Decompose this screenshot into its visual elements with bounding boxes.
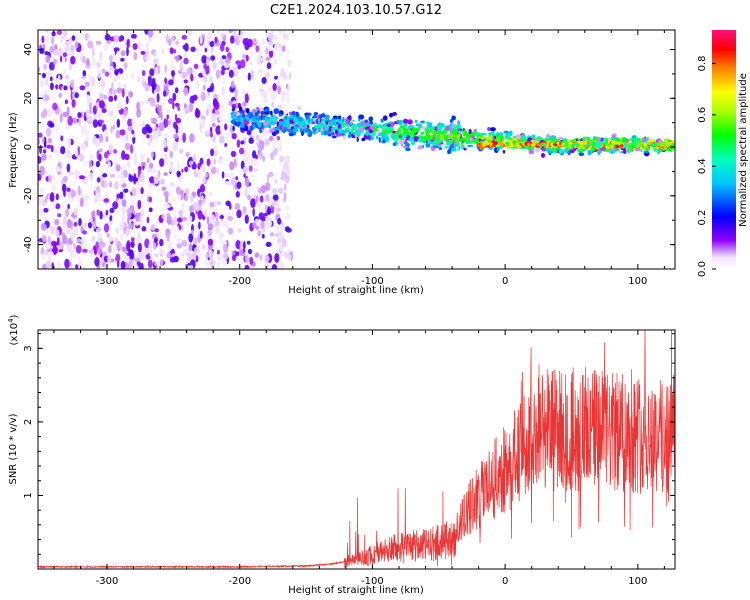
y-tick-label: -20 (23, 188, 34, 204)
spectrogram-y-ticks: -40 -20 0 20 40 (23, 43, 675, 270)
colorbar-tick-label: 0.2 (697, 210, 708, 226)
colorbar-ticks: 0.0 0.2 0.4 0.6 0.8 (697, 55, 716, 277)
y-tick-label: 20 (23, 92, 34, 105)
colorbar: 0.0 0.2 0.4 0.6 0.8 Normalized spectral ampl… (697, 30, 749, 277)
x-tick-label: -300 (96, 276, 119, 287)
y-tick-label: 2 (23, 419, 34, 425)
x-tick-label: -100 (361, 276, 384, 287)
spectrogram-y-label: Frequency (Hz) (8, 112, 19, 188)
x-tick-label: -100 (361, 576, 384, 587)
colorbar-tick-label: 0.8 (697, 55, 708, 71)
y-tick-label: 0 (23, 144, 34, 150)
y-tick-label: 40 (23, 43, 34, 56)
colorbar-tick-label: 0.4 (697, 158, 708, 174)
y-tick-label: -40 (23, 236, 34, 252)
x-tick-label: 0 (502, 276, 508, 287)
colorbar-tick-label: 0.6 (697, 107, 708, 123)
colorbar-tick-label: 0.0 (697, 261, 708, 277)
snr-x-label: Height of straight line (km) (288, 585, 424, 596)
y-tick-label: 1 (23, 492, 34, 498)
x-tick-label: -300 (96, 576, 119, 587)
x-tick-label: -200 (228, 276, 251, 287)
spectrogram-x-label: Height of straight line (km) (288, 285, 424, 296)
snr-y-scale: (x104) (7, 314, 20, 345)
spectrogram-frame (37, 29, 676, 270)
x-tick-label: 100 (628, 276, 647, 287)
snr-series-line (38, 330, 675, 569)
snr-x-ticks: -300 -200 -100 0 100 (53, 330, 665, 587)
x-tick-label: 100 (628, 576, 647, 587)
colorbar-scale (712, 30, 736, 269)
snr-panel: -300 -200 -100 0 100 1 2 3 Height of straight … (7, 314, 676, 596)
snr-y-scale-exponent: 4 (7, 318, 15, 323)
spectrogram-heatmap (38, 30, 675, 269)
snr-y-label: SNR (10 * v/v) (8, 413, 19, 484)
colorbar-label: Normalized spectral amplitude (738, 73, 749, 227)
snr-y-ticks: 1 2 3 (23, 333, 675, 570)
snr-frame (37, 329, 676, 570)
spectrogram-x-ticks: -300 -200 -100 0 100 (53, 30, 665, 287)
x-tick-label: -200 (228, 576, 251, 587)
x-tick-label: 0 (502, 576, 508, 587)
figure-title: C2E1.2024.103.10.57.G12 (270, 3, 442, 18)
y-tick-label: 3 (23, 345, 34, 351)
